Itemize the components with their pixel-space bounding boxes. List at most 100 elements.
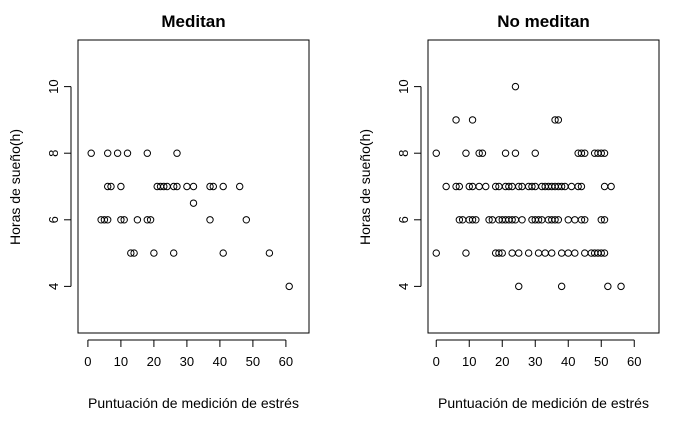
data-point: [478, 149, 487, 157]
data-point: [104, 216, 112, 224]
data-point: [285, 282, 293, 291]
data-point: [183, 182, 191, 191]
y-axis-label: Horas de sueño(h): [7, 129, 23, 245]
x-tick-label: 60: [279, 354, 293, 369]
x-tick-label: 20: [147, 354, 161, 369]
x-tick-label: 10: [462, 354, 476, 369]
data-point: [574, 182, 582, 191]
data-points: [432, 82, 625, 291]
data-point: [531, 149, 539, 157]
y-tick-label: 6: [46, 216, 61, 223]
y-tick-label: 8: [396, 150, 411, 157]
data-point: [468, 216, 477, 224]
x-tick-label: 60: [627, 354, 641, 369]
data-point: [600, 249, 609, 257]
data-point: [498, 249, 506, 257]
data-point: [113, 149, 122, 157]
data-point: [515, 182, 523, 191]
x-tick-label: 40: [561, 354, 575, 369]
data-point: [600, 216, 609, 224]
data-point: [600, 149, 609, 157]
panel-meditan: Meditan Puntuación de medición de estrés…: [7, 12, 310, 411]
data-point: [452, 182, 460, 191]
data-point: [462, 249, 470, 257]
data-point: [571, 216, 579, 224]
data-point: [173, 149, 181, 157]
data-point: [133, 216, 142, 224]
data-point: [206, 182, 214, 191]
data-point: [482, 182, 490, 191]
data-point: [495, 249, 503, 257]
data-point: [581, 249, 589, 257]
data-point: [524, 249, 533, 257]
data-point: [452, 116, 460, 124]
data-point: [117, 216, 125, 224]
y-tick-label: 6: [396, 216, 411, 223]
data-point: [571, 249, 579, 257]
data-point: [515, 282, 523, 291]
chart-title: No meditan: [497, 12, 590, 31]
data-point: [143, 149, 152, 157]
data-point: [455, 216, 464, 224]
data-point: [597, 249, 605, 257]
data-point: [597, 216, 605, 224]
y-tick-label: 8: [46, 150, 61, 157]
x-tick-label: 0: [84, 354, 91, 369]
data-point: [617, 282, 625, 291]
data-point: [491, 182, 500, 191]
data-point: [475, 149, 483, 157]
data-point: [534, 249, 543, 257]
data-point: [472, 216, 480, 224]
data-point: [236, 182, 244, 191]
data-point: [554, 116, 563, 124]
x-tick-label: 30: [528, 354, 542, 369]
data-point: [511, 82, 520, 91]
data-point: [146, 216, 155, 224]
data-point: [455, 182, 464, 191]
data-point: [87, 149, 95, 157]
x-tick-label: 50: [246, 354, 260, 369]
data-point: [104, 182, 112, 191]
x-tick-label: 0: [433, 354, 440, 369]
data-point: [219, 182, 227, 191]
data-point: [209, 182, 218, 191]
data-point: [442, 182, 450, 191]
data-point: [189, 182, 198, 191]
data-point: [577, 182, 586, 191]
data-point: [554, 216, 563, 224]
data-point: [551, 216, 559, 224]
data-point: [173, 182, 181, 191]
plot-frame: [427, 39, 660, 334]
data-point: [160, 182, 168, 191]
data-point: [120, 216, 128, 224]
data-point: [242, 216, 251, 224]
data-point: [607, 182, 615, 191]
data-point: [557, 249, 566, 257]
data-point: [508, 216, 516, 224]
data-point: [577, 216, 586, 224]
data-point: [557, 182, 566, 191]
data-point: [462, 149, 470, 157]
chart-title: Meditan: [161, 12, 225, 31]
data-point: [577, 149, 586, 157]
data-point: [518, 216, 526, 224]
x-axis-label: Puntuación de medición de estrés: [88, 395, 299, 411]
axis-ticks: 0 10 20 30 40 50 60 4 6 8 10: [396, 79, 641, 369]
x-tick-label: 10: [114, 354, 128, 369]
data-point: [465, 182, 473, 191]
data-point: [130, 249, 138, 257]
data-point: [475, 182, 483, 191]
panel-no-meditan: No meditan Puntuación de medición de est…: [357, 12, 660, 411]
data-point: [534, 216, 543, 224]
data-point: [567, 182, 576, 191]
data-point: [468, 116, 477, 124]
x-axis-label: Puntuación de medición de estrés: [438, 395, 649, 411]
data-point: [100, 216, 109, 224]
data-point: [206, 216, 214, 224]
y-axis-label: Horas de sueño(h): [357, 129, 373, 245]
data-point: [581, 149, 589, 157]
y-tick-label: 4: [46, 283, 61, 290]
x-tick-label: 20: [495, 354, 509, 369]
data-point: [505, 182, 513, 191]
data-point: [143, 216, 152, 224]
